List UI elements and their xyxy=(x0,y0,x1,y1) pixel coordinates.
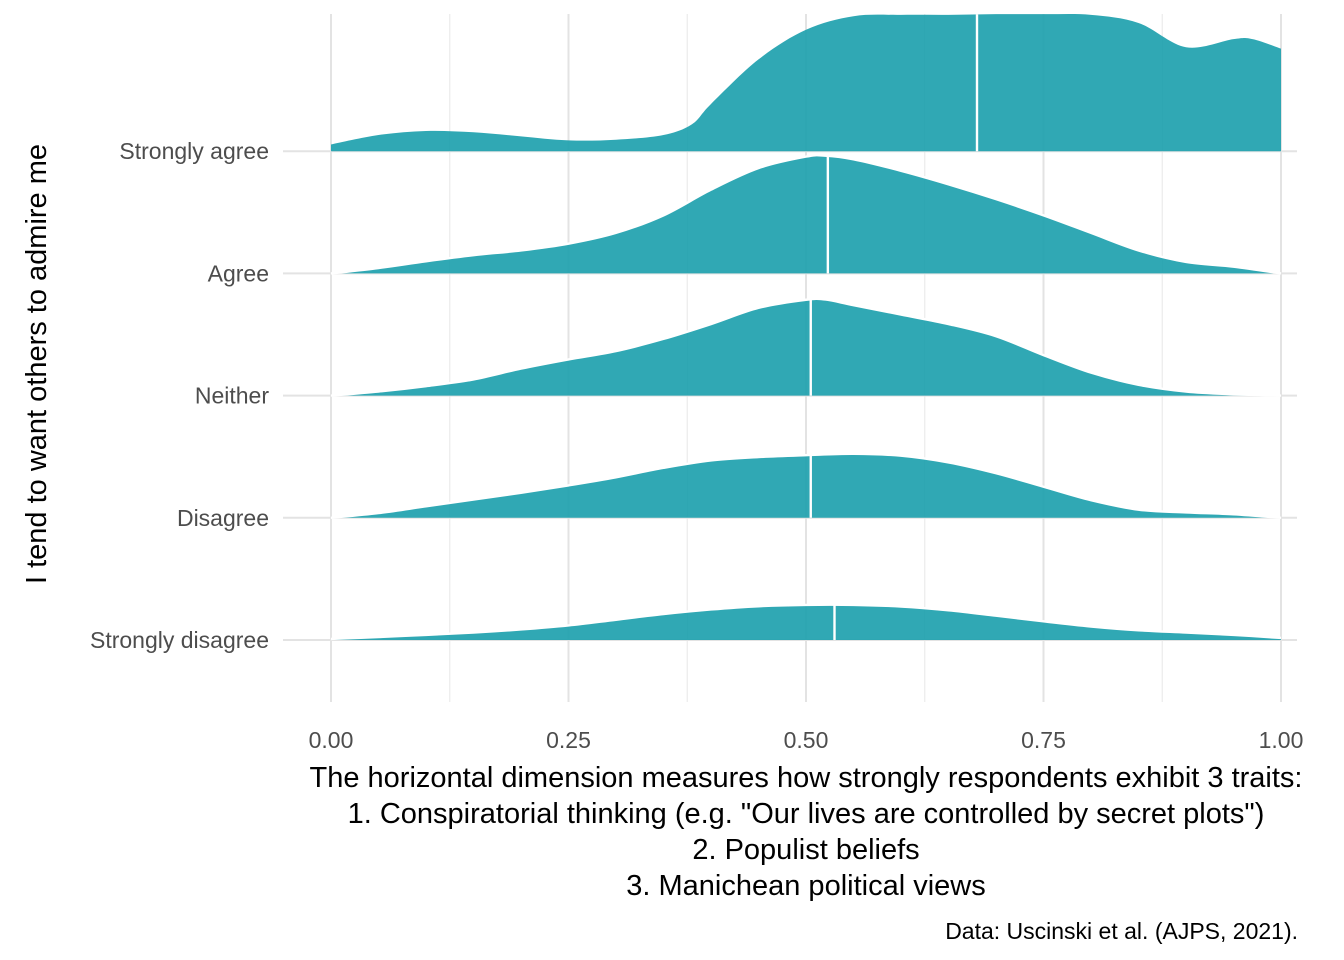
x-tick-label: 1.00 xyxy=(1259,727,1304,753)
y-tick-label: Strongly disagree xyxy=(90,627,269,653)
ridge-agree xyxy=(330,154,1282,275)
density-area xyxy=(331,604,1281,640)
x-axis-title: The horizontal dimension measures how st… xyxy=(310,762,1303,902)
x-tick-label: 0.75 xyxy=(1021,727,1066,753)
x-axis-title-line-1: The horizontal dimension measures how st… xyxy=(310,762,1303,794)
ridge-strongly-agree xyxy=(331,14,1281,152)
y-axis-tick-labels: Strongly disagree Disagree Neither Agree Str… xyxy=(90,138,269,653)
x-tick-label: 0.00 xyxy=(309,727,354,753)
x-axis-title-line-2: 1. Conspiratorial thinking (e.g. "Our li… xyxy=(348,798,1265,830)
x-axis-title-line-3: 2. Populist beliefs xyxy=(692,834,919,866)
y-tick-label: Agree xyxy=(208,260,269,286)
density-outline xyxy=(330,297,1282,397)
ridge-neither xyxy=(330,297,1282,397)
x-axis-tick-labels: 0.00 0.25 0.50 0.75 1.00 xyxy=(309,727,1304,753)
x-tick-label: 0.25 xyxy=(546,727,591,753)
ridge-strongly-disagree xyxy=(330,603,1282,641)
density-outline xyxy=(330,154,1282,275)
density-outline xyxy=(330,452,1282,519)
x-axis-title-line-4: 3. Manichean political views xyxy=(626,870,985,902)
density-outline xyxy=(330,603,1282,641)
ridge-disagree xyxy=(330,452,1282,519)
y-tick-label: Strongly agree xyxy=(119,138,269,164)
density-area xyxy=(331,453,1281,518)
y-axis-title: I tend to want others to admire me xyxy=(21,144,53,584)
x-tick-label: 0.50 xyxy=(784,727,829,753)
y-tick-label: Disagree xyxy=(177,505,269,531)
density-area xyxy=(331,14,1281,152)
density-ridges xyxy=(330,14,1282,641)
y-tick-label: Neither xyxy=(195,383,269,409)
chart-caption: Data: Uscinski et al. (AJPS, 2021). xyxy=(945,918,1298,944)
density-area xyxy=(331,298,1281,396)
